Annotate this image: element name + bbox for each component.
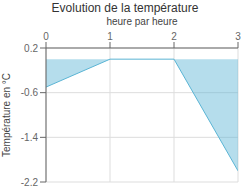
svg-text:3: 3: [235, 31, 241, 42]
svg-text:Température en °C: Température en °C: [8, 73, 12, 157]
svg-text:2: 2: [171, 31, 177, 42]
html-text:Evolution de la température: Evolution de la température: [51, 1, 199, 15]
svg-text:0.2: 0.2: [24, 43, 38, 54]
svg-text:-0.6: -0.6: [21, 87, 39, 98]
svg-text:0: 0: [43, 31, 49, 42]
svg-text:1: 1: [107, 31, 113, 42]
svg-text:-2.2: -2.2: [21, 177, 39, 188]
svg-text:-1.4: -1.4: [21, 132, 39, 143]
svg-text:heure par heure: heure par heure: [106, 16, 178, 27]
